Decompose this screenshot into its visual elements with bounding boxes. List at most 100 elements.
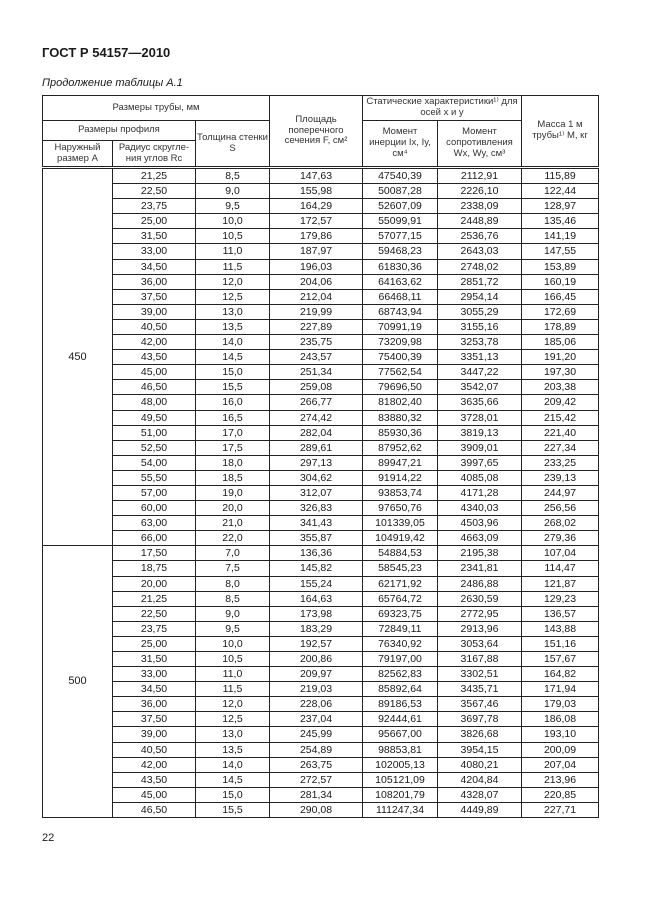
cell-corner-radius: 63,00 [112,515,196,532]
cell-corner-radius: 40,50 [112,318,196,336]
cell-mass: 207,04 [521,756,599,773]
header-resistance: Момент сопротивления Wx, Wy, см³ [437,120,522,169]
cell-area: 254,89 [269,741,363,758]
cell-inertia: 75400,39 [362,349,438,366]
table-body: 450 21,25 8,5 147,63 47540,39 2112,91 115,89 22… [42,166,599,819]
cell-resistance: 3819,13 [437,424,522,441]
cell-resistance: 2486,88 [437,575,522,592]
cell-inertia: 111247,34 [362,801,438,819]
cell-corner-radius: 46,50 [112,801,196,819]
cell-corner-radius: 33,00 [112,243,196,260]
cell-mass: 244,97 [521,484,599,502]
cell-mass: 233,25 [521,454,599,471]
cell-inertia: 102005,13 [362,756,438,773]
table-row: 20,00 8,0 155,24 62171,92 2486,88 121,87 [43,575,599,592]
cell-mass: 209,42 [521,394,599,411]
cell-inertia: 79696,50 [362,379,438,396]
table-row: 42,00 14,0 235,75 73209,98 3253,78 185,06 [43,334,599,351]
cell-resistance: 3697,78 [437,711,522,728]
cell-wall-thickness: 10,5 [195,228,270,245]
cell-mass: 256,56 [521,500,599,517]
cell-corner-radius: 54,00 [112,454,196,471]
cell-corner-radius: 52,50 [112,439,196,456]
cell-area: 219,03 [269,681,363,698]
cell-mass: 153,89 [521,258,599,275]
header-profile-dimensions: Размеры профиля [42,120,196,141]
cell-corner-radius: 60,00 [112,500,196,517]
cell-mass: 160,19 [521,273,599,290]
table-row: 22,50 9,0 173,98 69323,75 2772,95 136,57 [43,605,599,622]
cell-wall-thickness: 12,0 [195,696,270,713]
cell-resistance: 3542,07 [437,379,522,396]
cell-mass: 213,96 [521,771,599,788]
cell-resistance: 2630,59 [437,590,522,607]
cell-area: 341,43 [269,515,363,532]
cell-inertia: 62171,92 [362,575,438,592]
cell-wall-thickness: 16,5 [195,409,270,426]
cell-wall-thickness: 21,0 [195,515,270,532]
table-row: 23,75 9,5 183,29 72849,11 2913,96 143,88 [43,620,599,637]
cell-mass: 220,85 [521,786,599,803]
cell-inertia: 79197,00 [362,650,438,668]
cell-mass: 221,40 [521,424,599,441]
cell-corner-radius: 34,50 [112,681,196,698]
cell-corner-radius: 21,25 [112,590,196,607]
cell-area: 219,99 [269,303,363,320]
cell-inertia: 108201,79 [362,786,438,803]
cell-corner-radius: 40,50 [112,741,196,758]
cell-resistance: 2536,76 [437,228,522,245]
cell-mass: 186,08 [521,711,599,728]
cell-wall-thickness: 15,5 [195,379,270,396]
cell-mass: 121,87 [521,575,599,592]
table-row: 49,50 16,5 274,42 83880,32 3728,01 215,42 [43,409,599,426]
cell-resistance: 2851,72 [437,273,522,290]
cell-wall-thickness: 7,0 [195,545,270,562]
cell-wall-thickness: 8,5 [195,166,270,185]
cell-area: 179,86 [269,228,363,245]
cell-inertia: 82562,83 [362,666,438,683]
cell-area: 172,57 [269,213,363,230]
cell-mass: 171,94 [521,681,599,698]
cell-mass: 128,97 [521,198,599,215]
cell-corner-radius: 57,00 [112,484,196,502]
cell-wall-thickness: 8,5 [195,590,270,607]
cell-inertia: 85892,64 [362,681,438,698]
cell-inertia: 70991,19 [362,318,438,336]
cell-area: 212,04 [269,288,363,305]
cell-mass: 178,89 [521,318,599,336]
cell-mass: 179,03 [521,696,599,713]
table-row: 31,50 10,5 179,86 57077,15 2536,76 141,19 [43,228,599,245]
cell-corner-radius: 55,50 [112,469,196,486]
cell-inertia: 59468,23 [362,243,438,260]
cell-mass: 203,38 [521,379,599,396]
header-static-characteristics: Статические характеристики¹⁾ для осей x … [362,95,522,121]
table-row: 45,00 15,0 251,34 77562,54 3447,22 197,30 [43,364,599,381]
cell-area: 304,62 [269,469,363,486]
cell-area: 204,06 [269,273,363,290]
cell-inertia: 47540,39 [362,166,438,185]
cell-inertia: 69323,75 [362,605,438,622]
table-row: 55,50 18,5 304,62 91914,22 4085,08 239,13 [43,469,599,486]
header-area: Площадь поперечного сечения F, см² [269,95,363,169]
cell-area: 272,57 [269,771,363,788]
table-row: 25,00 10,0 172,57 55099,91 2448,89 135,46 [43,213,599,230]
table-row: 48,00 16,0 266,77 81802,40 3635,66 209,42 [43,394,599,411]
cell-wall-thickness: 17,0 [195,424,270,441]
cell-area: 136,36 [269,545,363,562]
cell-area: 326,83 [269,500,363,517]
cell-resistance: 2748,02 [437,258,522,275]
table-row: 37,50 12,5 212,04 66468,11 2954,14 166,45 [43,288,599,305]
cell-mass: 279,36 [521,530,599,547]
cell-resistance: 3635,66 [437,394,522,411]
cell-area: 228,06 [269,696,363,713]
cell-corner-radius: 20,00 [112,575,196,592]
cell-resistance: 4328,07 [437,786,522,803]
cell-area: 289,61 [269,439,363,456]
cell-area: 263,75 [269,756,363,773]
table-row: 45,00 15,0 281,34 108201,79 4328,07 220,85 [43,786,599,803]
table-row: 57,00 19,0 312,07 93853,74 4171,28 244,97 [43,484,599,502]
cell-mass: 147,55 [521,243,599,260]
cell-wall-thickness: 15,0 [195,786,270,803]
cell-corner-radius: 25,00 [112,635,196,653]
cell-resistance: 2195,38 [437,545,522,562]
